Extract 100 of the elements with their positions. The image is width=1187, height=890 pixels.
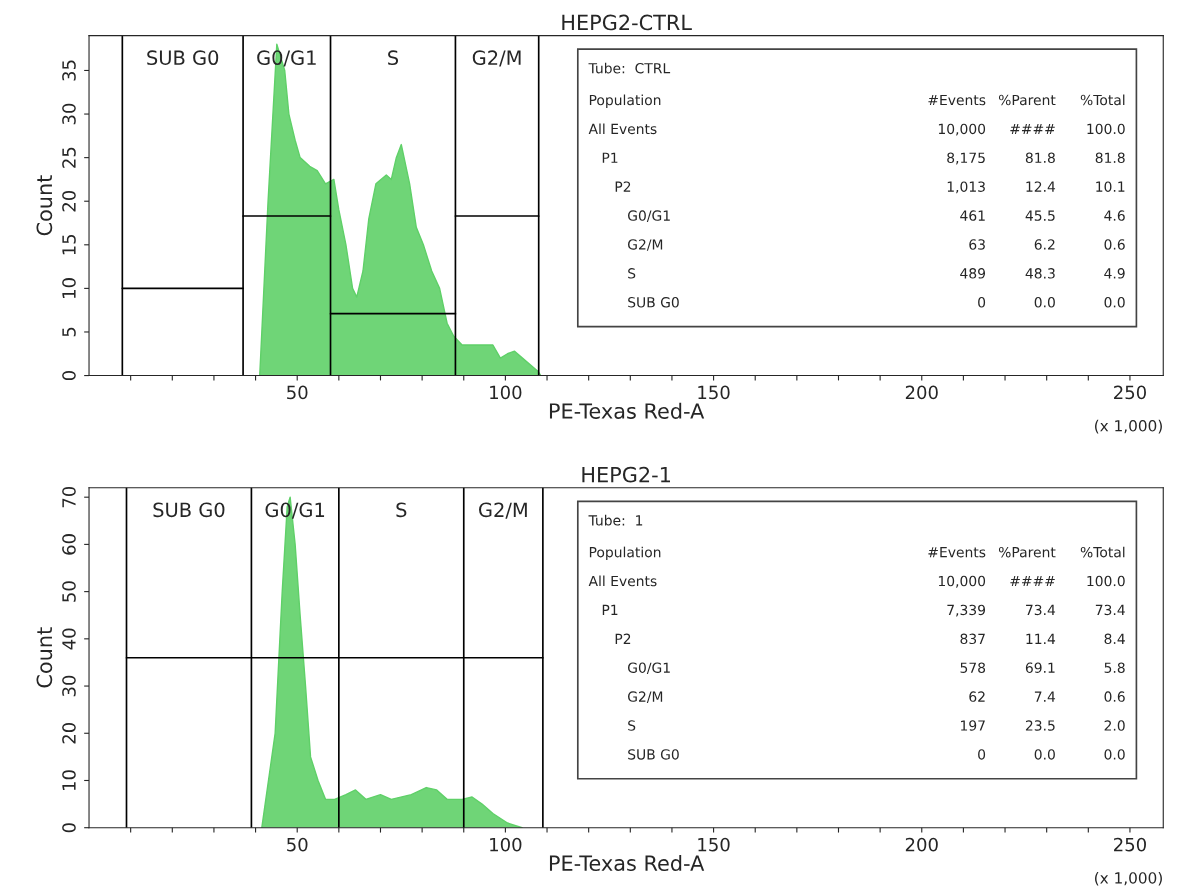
annotation: P2 [615,181,631,192]
annotation: G2/M [628,239,663,251]
x-tick-label: 250 [1114,385,1146,400]
ref-line-label: G2/M [479,502,527,519]
x-tick-label: 100 [490,837,522,852]
annotation: G0/G1 [628,210,670,222]
y-tick-label: 10 [62,770,76,790]
annotation: Population [589,546,661,561]
annotation: %Total [1080,546,1125,558]
annotation: 7,339 [947,604,986,617]
annotation: 461 [960,210,985,221]
y-tick-label: 0 [62,371,76,381]
x-tick-label: 150 [698,385,730,400]
annotation: 0.0 [1104,297,1125,308]
annotation: #Events [928,94,986,106]
annotation: 0 [978,749,986,760]
annotation: 0.6 [1104,691,1125,702]
annotation: 100.0 [1087,123,1125,135]
y-tick-label: 15 [62,234,76,255]
annotation: G2/M [628,691,663,703]
y-tick-label: 10 [62,278,76,298]
ref-line-label: S [396,502,407,518]
annotation: S [628,720,636,731]
chart-title: HEPG2-1 [582,466,670,483]
annotation: 73.4 [1026,604,1056,616]
annotation: %Parent [998,546,1056,558]
y-tick-label: 35 [62,60,76,81]
y-tick-label: 40 [62,628,76,650]
text: (x 1,000) [1095,871,1162,886]
x-tick-label: 200 [905,385,938,400]
y-tick-label: 60 [62,534,76,555]
annotation: 7.4 [1034,691,1056,702]
annotation: 5.8 [1104,662,1125,673]
annotation: 81.8 [1025,152,1055,164]
annotation: 100.0 [1087,575,1125,587]
text: (x 1,000) [1095,419,1162,434]
chart-title: HEPG2-CTRL [562,14,692,31]
annotation: 0.0 [1034,297,1055,308]
annotation: 2.0 [1104,720,1125,731]
annotation: 578 [960,662,986,673]
annotation: 69.1 [1025,662,1055,673]
annotation: Tube: CTRL [588,62,671,74]
annotation: #Events [928,547,986,558]
annotation: 197 [961,720,985,731]
annotation: 0.0 [1104,749,1125,760]
annotation: 81.8 [1095,152,1125,164]
annotation: All Events [588,123,657,135]
y-tick-label: 50 [62,581,76,602]
y-tick-label: 20 [62,722,76,744]
x-axis-title: PE-Texas Red-A [549,854,705,872]
y-axis-title: Count [36,175,53,236]
annotation: 12.4 [1026,181,1056,192]
annotation: S [628,268,636,279]
ref-line-label: S [388,50,399,66]
annotation: 8.4 [1104,633,1125,645]
annotation: 10,000 [938,123,986,136]
annotation: P1 [602,604,618,615]
ref-line-label: SUB G0 [153,502,225,518]
annotation: 1,013 [947,181,985,194]
y-tick-label: 25 [62,147,76,168]
y-tick-label: 70 [62,486,76,508]
annotation: SUB G0 [628,297,679,308]
annotation: 62 [969,691,985,702]
y-tick-label: 20 [62,190,76,212]
y-tick-label: 30 [62,675,76,697]
x-tick-label: 50 [287,385,308,400]
annotation: 0.6 [1104,239,1125,250]
ref-line-label: G2/M [472,50,521,67]
annotation: G0/G1 [628,662,670,675]
annotation: 48.3 [1025,268,1055,279]
annotation: 10.1 [1096,181,1125,192]
annotation: 4.9 [1104,268,1125,279]
annotation: 0 [978,297,986,308]
annotation: 23.5 [1025,720,1055,731]
annotation: 4.6 [1104,210,1125,221]
annotation: P2 [615,633,631,644]
annotation: %Total [1080,94,1125,106]
annotation: Population [589,94,661,108]
annotation: %Parent [998,94,1056,106]
x-tick-label: 100 [490,385,522,400]
x-tick-label: 50 [287,837,308,852]
annotation: 11.4 [1026,633,1056,644]
annotation: 63 [969,239,985,250]
annotation: 73.4 [1095,604,1125,616]
x-tick-label: 150 [698,837,730,852]
annotation: All Events [588,575,657,587]
annotation: Tube: 1 [588,514,643,526]
annotation: #### [1010,123,1055,134]
annotation: P1 [602,152,618,163]
x-tick-label: 250 [1114,837,1146,852]
annotation: 6.2 [1034,239,1055,250]
annotation: 10,000 [938,575,986,588]
x-axis-title: PE-Texas Red-A [549,402,705,419]
annotation: SUB G0 [628,749,679,760]
annotation: #### [1010,576,1055,587]
annotation: 8,175 [947,152,985,165]
ref-line-label: SUB G0 [147,50,219,66]
x-tick-label: 200 [905,837,938,852]
y-tick-label: 0 [62,823,76,833]
y-tick-label: 30 [62,103,76,125]
